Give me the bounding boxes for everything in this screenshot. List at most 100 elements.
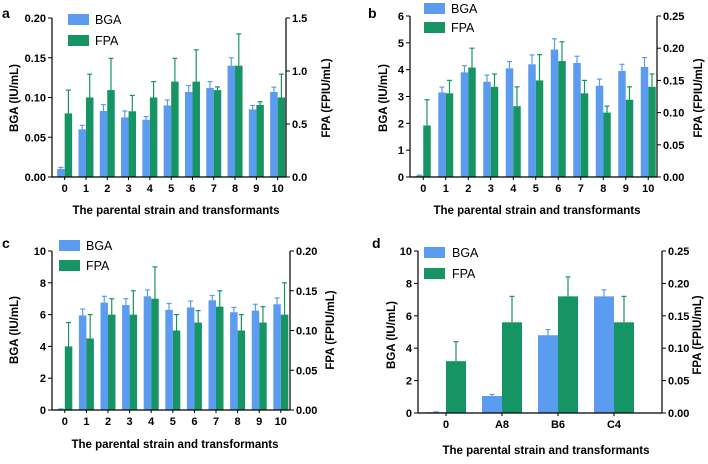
fpa-bar-2 [468, 67, 476, 177]
x-tick-label-5: 5 [170, 416, 176, 428]
fpa-bar-3 [128, 111, 137, 177]
fpa-bar-0 [64, 346, 73, 410]
fpa-bar-0 [64, 113, 73, 177]
right-tick-label-0.25: 0.25 [668, 246, 689, 258]
left-tick-label-2: 2 [40, 373, 46, 385]
x-tick-label-C4: C4 [607, 419, 622, 431]
fpa-bar-10 [277, 97, 286, 177]
plot-area: 0 A8 B6 C4 0 2 4 6 8 10 0.00 0.05 0.10 0.15 0.20 0.25 [400, 246, 690, 431]
x-tick-label-1: 1 [83, 183, 89, 195]
bga-bar-5 [163, 105, 172, 177]
bga-bar-9 [618, 71, 626, 177]
x-tick-label-1: 1 [83, 416, 89, 428]
bga-bar-7 [208, 300, 216, 410]
left-tick-label-8: 8 [406, 278, 412, 290]
right-axis-label: FPA (FPIU/mL) [693, 58, 705, 137]
bga-bar-4 [143, 296, 152, 410]
fpa-bar-5 [172, 330, 181, 410]
bga-bar-4 [142, 119, 150, 177]
right-axis-label: FPA (FPIU/mL) [325, 290, 337, 369]
panel-c: c BGA (IU/mL) FPA (FPIU/mL) The parental… [2, 235, 337, 451]
bga-bar-6 [186, 307, 195, 410]
fpa-bar-9 [259, 322, 267, 410]
legend-swatch-fpa [68, 35, 89, 46]
panel-letter-b: b [368, 5, 377, 21]
bga-bar-2 [100, 302, 108, 410]
left-tick-label-1: 1 [398, 145, 404, 157]
x-tick-label-7: 7 [578, 183, 584, 195]
right-tick-label-0.00: 0.00 [296, 405, 317, 417]
x-tick-label-6: 6 [191, 416, 197, 428]
bga-bar-8 [227, 65, 236, 177]
left-tick-label-5: 5 [398, 38, 404, 50]
x-tick-label-10: 10 [275, 416, 287, 428]
fpa-bar-9 [256, 104, 264, 177]
x-tick-label-B6: B6 [551, 419, 565, 431]
legend-label-fpa: FPA [452, 267, 476, 281]
left-tick-label-10: 10 [400, 246, 412, 258]
legend-label-fpa: FPA [95, 34, 119, 48]
fpa-bar-4 [151, 298, 159, 410]
fpa-bar-8 [237, 330, 246, 410]
fpa-bar-9 [625, 99, 634, 177]
left-tick-label-0.15: 0.15 [25, 53, 46, 65]
right-tick-label-0.05: 0.05 [668, 376, 689, 388]
legend-label-bga: BGA [95, 13, 122, 27]
x-tick-label-4: 4 [148, 416, 155, 428]
x-axis-label: The parental strain and transformants [72, 205, 279, 217]
bga-bar-9 [251, 310, 260, 410]
left-tick-label-0: 0 [406, 408, 412, 420]
bga-bar-2 [99, 111, 108, 177]
bga-bar-7 [206, 87, 214, 177]
fpa-bar-5 [535, 80, 544, 177]
legend-label-fpa: FPA [451, 21, 475, 35]
right-tick-label-0.05: 0.05 [663, 140, 684, 152]
x-tick-label-A8: A8 [495, 419, 509, 431]
left-axis-label: BGA (IU/mL) [386, 301, 398, 369]
fpa-bar-8 [603, 112, 611, 177]
x-tick-label-7: 7 [211, 183, 217, 195]
fpa-bar-6 [194, 322, 202, 410]
right-tick-label-0.15: 0.15 [663, 75, 684, 87]
bga-bar-1 [438, 92, 446, 177]
bga-bar-10 [270, 91, 278, 177]
x-axis-label: The parental strain and transformants [433, 205, 640, 217]
left-tick-label-0.05: 0.05 [25, 132, 46, 144]
right-tick-label-0.20: 0.20 [296, 246, 317, 258]
left-tick-label-0: 0 [398, 172, 404, 184]
left-tick-label-8: 8 [40, 278, 46, 290]
right-tick-label-1.0: 1.0 [292, 66, 307, 78]
x-tick-label-0: 0 [443, 419, 449, 431]
bga-bar-0 [415, 175, 424, 177]
legend-swatch-fpa [59, 260, 80, 271]
x-axis-label: The parental strain and transformants [71, 439, 278, 451]
x-tick-label-0: 0 [62, 416, 68, 428]
plot-area: 0 1 2 3 4 5 6 7 8 9 10 0 1 2 3 4 5 6 0.00 0.05 0.10 0.15 0.20 0… [398, 11, 685, 195]
fpa-bar-2 [108, 314, 116, 410]
x-tick-label-2: 2 [465, 183, 471, 195]
fpa-bar-0 [446, 361, 466, 413]
left-tick-label-10: 10 [34, 246, 46, 258]
fpa-bar-C4 [614, 322, 634, 413]
right-tick-label-0.20: 0.20 [668, 278, 689, 290]
bga-bar-5 [528, 64, 536, 177]
bga-bar-B6 [538, 335, 558, 413]
right-tick-label-0.00: 0.00 [663, 172, 684, 184]
bga-bar-3 [483, 81, 491, 177]
x-tick-label-3: 3 [125, 183, 131, 195]
bga-bar-3 [121, 117, 129, 177]
left-tick-label-6: 6 [398, 11, 404, 23]
fpa-bar-8 [235, 65, 243, 177]
fpa-bar-10 [280, 314, 289, 410]
legend-label-fpa: FPA [86, 259, 110, 273]
x-tick-label-6: 6 [189, 183, 195, 195]
left-tick-label-0: 0 [40, 405, 46, 417]
fpa-bar-7 [580, 93, 589, 177]
x-axis-label: The parental strain and transformants [442, 445, 649, 457]
fpa-bar-6 [558, 61, 566, 177]
right-tick-label-0.10: 0.10 [663, 108, 684, 120]
fpa-bar-2 [107, 90, 115, 177]
panel-letter-c: c [2, 235, 10, 251]
